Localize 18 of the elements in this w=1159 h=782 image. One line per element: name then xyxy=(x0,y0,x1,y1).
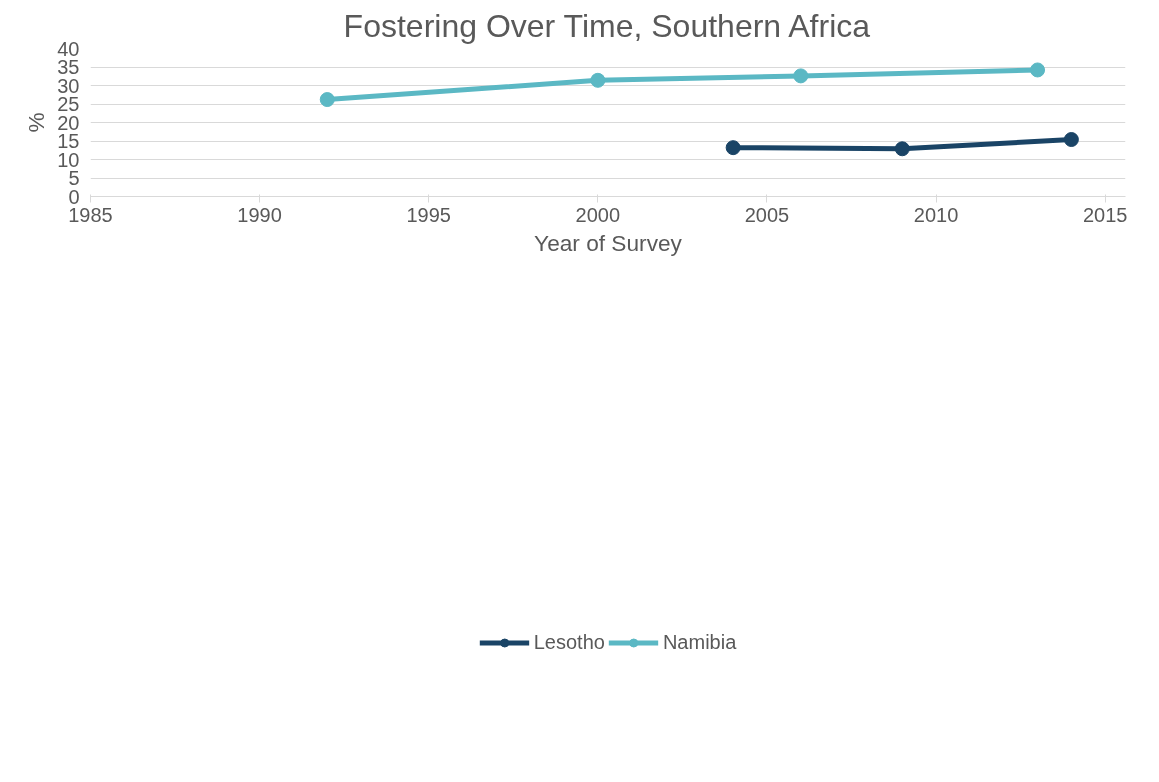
point xyxy=(793,68,809,84)
y-axis-title: % xyxy=(23,112,50,133)
point xyxy=(894,141,910,157)
point xyxy=(319,92,335,108)
point xyxy=(590,72,606,88)
x-tick-label: 2015 xyxy=(1082,203,1128,226)
point xyxy=(725,140,741,156)
point xyxy=(1063,132,1079,148)
x-tick-label: 1995 xyxy=(406,203,451,226)
x-tick-label: 2005 xyxy=(744,203,790,226)
x-tick-label: 2000 xyxy=(575,203,621,226)
x-tick-label: 2010 xyxy=(913,203,959,226)
legend-label: Lesotho xyxy=(533,630,605,654)
x-axis-title: Year of Survey xyxy=(534,229,683,256)
chart-title: Fostering Over Time, Southern Africa xyxy=(343,7,871,44)
legend-label: Namibia xyxy=(662,630,737,654)
point xyxy=(1030,62,1046,78)
x-tick-label: 1990 xyxy=(237,203,282,226)
